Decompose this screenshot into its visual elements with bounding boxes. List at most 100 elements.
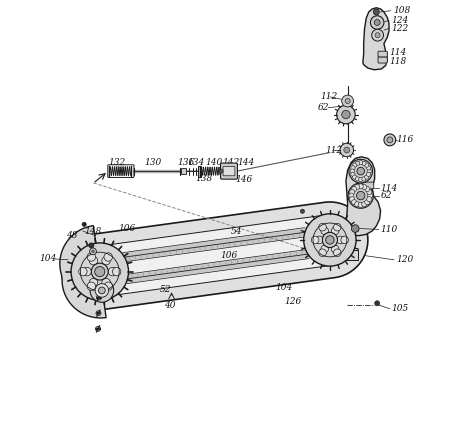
Circle shape [342, 110, 350, 119]
Circle shape [345, 99, 350, 104]
Text: 52: 52 [160, 285, 172, 294]
Circle shape [334, 224, 341, 231]
Text: 48: 48 [66, 231, 78, 240]
FancyBboxPatch shape [378, 51, 387, 57]
Circle shape [356, 191, 365, 200]
Text: 132: 132 [109, 158, 126, 167]
Circle shape [355, 184, 360, 190]
Circle shape [316, 236, 323, 244]
Text: 104: 104 [275, 283, 292, 292]
FancyBboxPatch shape [181, 168, 186, 174]
Text: 136: 136 [177, 158, 194, 167]
Text: 114: 114 [390, 48, 407, 57]
Text: 146: 146 [235, 175, 252, 184]
Text: 148: 148 [84, 227, 101, 235]
Text: 142: 142 [222, 158, 239, 167]
Polygon shape [60, 226, 106, 318]
Text: 118: 118 [390, 57, 407, 66]
Text: 148: 148 [103, 280, 120, 289]
Text: 122: 122 [392, 24, 409, 33]
Circle shape [367, 197, 372, 202]
Circle shape [87, 282, 96, 290]
Circle shape [357, 167, 365, 175]
FancyBboxPatch shape [378, 57, 387, 63]
Circle shape [304, 214, 356, 266]
Circle shape [351, 225, 359, 232]
Circle shape [321, 245, 328, 253]
Circle shape [359, 178, 363, 181]
Circle shape [319, 224, 326, 231]
Circle shape [108, 267, 117, 276]
Circle shape [351, 172, 355, 176]
Circle shape [351, 166, 355, 170]
Circle shape [79, 267, 87, 276]
Circle shape [342, 95, 354, 107]
Circle shape [95, 283, 109, 297]
Circle shape [337, 105, 355, 124]
Text: 112: 112 [326, 145, 343, 155]
Circle shape [375, 33, 380, 38]
Text: 62: 62 [318, 103, 329, 112]
Circle shape [350, 190, 355, 195]
Circle shape [356, 161, 360, 165]
Circle shape [353, 175, 357, 179]
Circle shape [337, 236, 344, 244]
Circle shape [82, 222, 86, 227]
Circle shape [104, 282, 112, 290]
Circle shape [365, 175, 369, 179]
Text: 104: 104 [39, 255, 57, 264]
Circle shape [350, 197, 355, 202]
Circle shape [96, 295, 101, 300]
Circle shape [104, 253, 112, 261]
Circle shape [92, 250, 94, 252]
Text: 105: 105 [391, 304, 409, 313]
Circle shape [341, 236, 348, 244]
Circle shape [322, 232, 337, 247]
Text: 144: 144 [238, 158, 255, 167]
Circle shape [319, 249, 326, 257]
Text: 106: 106 [220, 251, 237, 260]
Circle shape [311, 236, 319, 244]
Circle shape [349, 159, 373, 183]
Circle shape [353, 163, 357, 167]
Circle shape [87, 253, 96, 261]
Circle shape [91, 263, 108, 280]
Polygon shape [363, 8, 389, 70]
Circle shape [352, 200, 356, 205]
Circle shape [355, 201, 360, 207]
Circle shape [359, 161, 363, 165]
FancyBboxPatch shape [223, 167, 235, 176]
Text: 138: 138 [196, 174, 213, 183]
Circle shape [370, 16, 384, 29]
Polygon shape [345, 157, 381, 236]
Circle shape [331, 245, 339, 253]
Circle shape [95, 326, 100, 332]
Circle shape [362, 161, 366, 165]
Text: 114: 114 [381, 184, 398, 193]
Circle shape [372, 29, 383, 41]
Circle shape [374, 9, 379, 15]
Text: 112: 112 [320, 92, 338, 101]
Circle shape [71, 243, 128, 300]
Circle shape [367, 193, 373, 198]
Circle shape [301, 209, 305, 213]
Circle shape [90, 279, 114, 302]
Circle shape [365, 163, 369, 167]
Circle shape [112, 267, 121, 276]
Text: 124: 124 [392, 16, 409, 25]
Circle shape [365, 200, 370, 205]
Circle shape [344, 147, 350, 153]
Circle shape [83, 267, 91, 276]
Circle shape [350, 169, 355, 173]
Circle shape [367, 190, 372, 195]
Circle shape [366, 172, 371, 176]
Circle shape [334, 249, 341, 257]
Text: 110: 110 [381, 225, 398, 234]
Circle shape [331, 227, 339, 235]
Circle shape [102, 256, 110, 265]
Text: 120: 120 [397, 255, 414, 264]
Circle shape [366, 166, 371, 170]
Text: 140: 140 [205, 158, 222, 167]
Circle shape [356, 177, 360, 181]
Circle shape [348, 183, 374, 208]
